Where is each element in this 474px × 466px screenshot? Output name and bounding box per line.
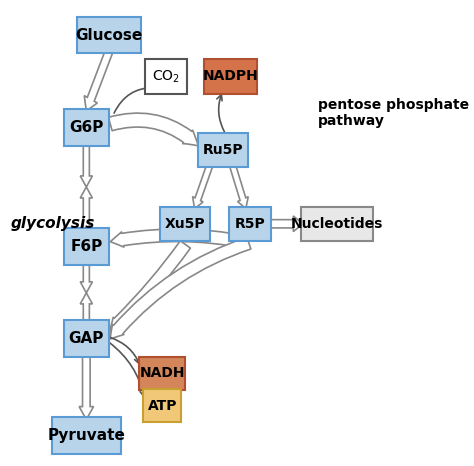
FancyArrow shape	[79, 355, 93, 419]
Text: GAP: GAP	[69, 331, 104, 346]
FancyArrow shape	[192, 164, 212, 209]
Text: R5P: R5P	[234, 217, 265, 231]
FancyArrowPatch shape	[109, 241, 191, 331]
FancyArrow shape	[84, 49, 112, 111]
FancyBboxPatch shape	[160, 206, 210, 241]
Text: Xu5P: Xu5P	[165, 217, 205, 231]
FancyArrowPatch shape	[110, 237, 251, 339]
FancyArrow shape	[80, 143, 92, 187]
FancyBboxPatch shape	[145, 59, 187, 94]
FancyBboxPatch shape	[204, 59, 257, 94]
FancyBboxPatch shape	[229, 206, 271, 241]
FancyArrowPatch shape	[109, 113, 198, 146]
Text: NADPH: NADPH	[203, 69, 258, 83]
Text: glycolysis: glycolysis	[10, 216, 95, 231]
FancyBboxPatch shape	[77, 17, 141, 54]
Text: G6P: G6P	[69, 120, 103, 135]
FancyBboxPatch shape	[139, 357, 185, 390]
FancyArrow shape	[80, 263, 92, 293]
FancyBboxPatch shape	[64, 321, 109, 357]
Text: Glucose: Glucose	[75, 27, 143, 42]
Text: F6P: F6P	[70, 240, 102, 254]
Text: pentose phosphate
pathway: pentose phosphate pathway	[318, 98, 469, 129]
FancyBboxPatch shape	[52, 417, 120, 454]
Text: Pyruvate: Pyruvate	[47, 428, 125, 443]
FancyBboxPatch shape	[198, 133, 248, 167]
FancyBboxPatch shape	[64, 228, 109, 265]
FancyArrowPatch shape	[110, 229, 244, 248]
FancyArrow shape	[80, 187, 92, 231]
FancyArrow shape	[230, 164, 248, 209]
FancyArrow shape	[80, 293, 92, 323]
FancyBboxPatch shape	[301, 206, 373, 241]
Text: Nucleotides: Nucleotides	[291, 217, 383, 231]
Text: NADH: NADH	[139, 366, 185, 380]
FancyBboxPatch shape	[64, 109, 109, 145]
Text: CO$_2$: CO$_2$	[152, 68, 180, 85]
FancyArrow shape	[269, 216, 303, 232]
Text: ATP: ATP	[147, 399, 177, 413]
FancyBboxPatch shape	[143, 389, 181, 422]
Text: Ru5P: Ru5P	[203, 143, 243, 157]
